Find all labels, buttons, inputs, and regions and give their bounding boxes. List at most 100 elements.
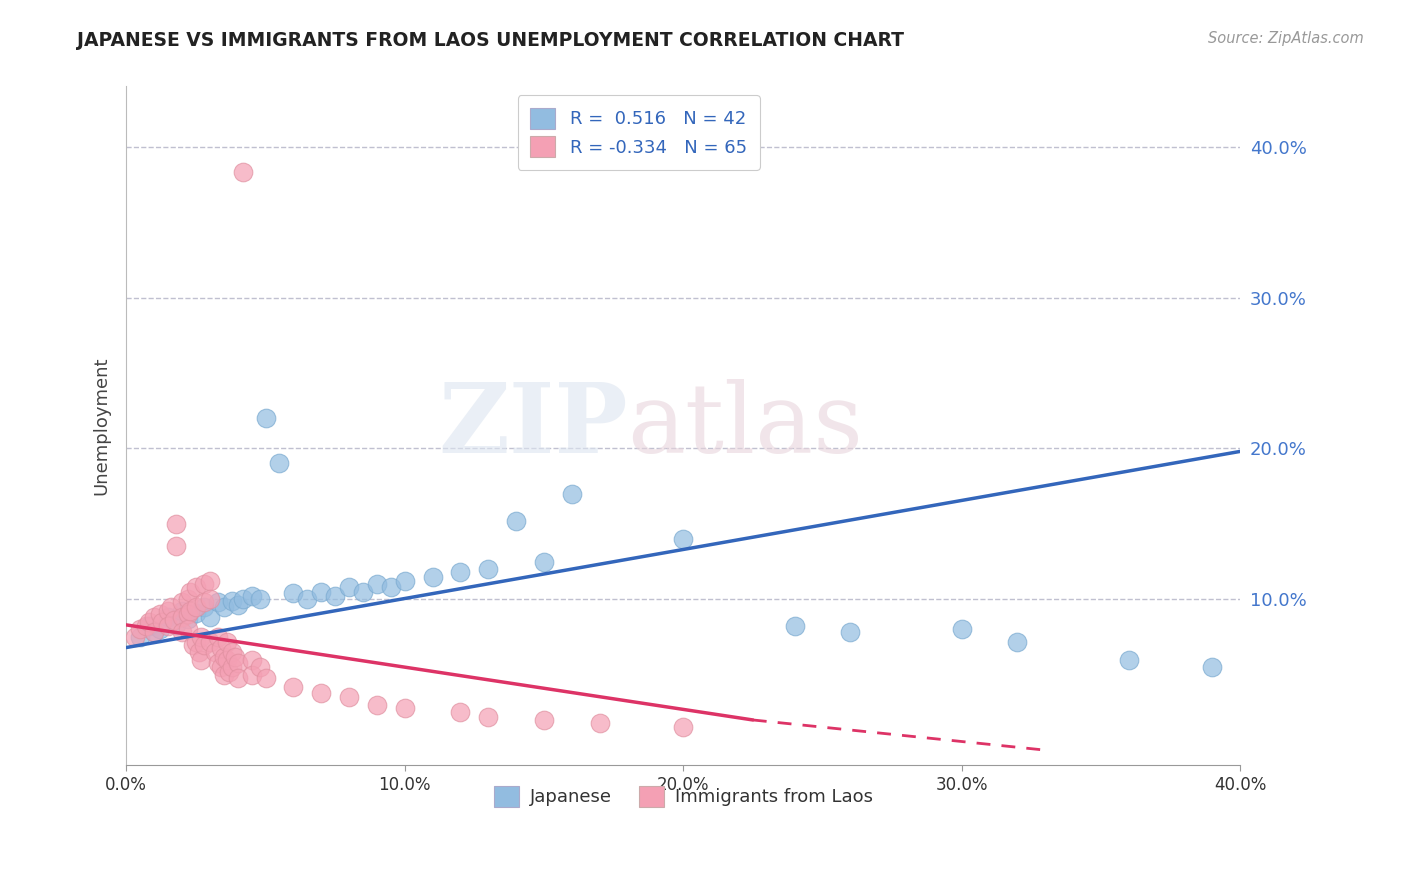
Point	[184, 599, 207, 614]
Point	[215, 652, 238, 666]
Point	[160, 599, 183, 614]
Point	[184, 580, 207, 594]
Text: Source: ZipAtlas.com: Source: ZipAtlas.com	[1208, 31, 1364, 46]
Point	[207, 630, 229, 644]
Point	[176, 607, 198, 622]
Point	[1201, 660, 1223, 674]
Point	[165, 618, 187, 632]
Point	[198, 592, 221, 607]
Point	[394, 701, 416, 715]
Point	[176, 592, 198, 607]
Point	[209, 660, 232, 674]
Point	[323, 589, 346, 603]
Point	[193, 577, 215, 591]
Point	[165, 516, 187, 531]
Point	[143, 610, 166, 624]
Point	[477, 562, 499, 576]
Point	[143, 625, 166, 640]
Point	[212, 667, 235, 681]
Point	[138, 619, 160, 633]
Point	[170, 625, 193, 640]
Point	[209, 640, 232, 655]
Point	[283, 680, 305, 694]
Y-axis label: Unemployment: Unemployment	[93, 357, 110, 495]
Point	[221, 594, 243, 608]
Point	[124, 630, 146, 644]
Point	[1007, 634, 1029, 648]
Point	[135, 619, 157, 633]
Text: ZIP: ZIP	[439, 379, 627, 473]
Point	[187, 645, 209, 659]
Point	[477, 710, 499, 724]
Point	[198, 610, 221, 624]
Point	[170, 604, 193, 618]
Point	[232, 165, 254, 179]
Point	[176, 623, 198, 637]
Legend: Japanese, Immigrants from Laos: Japanese, Immigrants from Laos	[486, 779, 880, 814]
Point	[221, 660, 243, 674]
Text: JAPANESE VS IMMIGRANTS FROM LAOS UNEMPLOYMENT CORRELATION CHART: JAPANESE VS IMMIGRANTS FROM LAOS UNEMPLO…	[77, 31, 904, 50]
Point	[337, 690, 360, 705]
Point	[449, 565, 471, 579]
Point	[422, 569, 444, 583]
Point	[181, 638, 204, 652]
Point	[198, 634, 221, 648]
Point	[950, 623, 973, 637]
Point	[352, 584, 374, 599]
Point	[176, 612, 198, 626]
Point	[249, 592, 271, 607]
Point	[212, 649, 235, 664]
Point	[179, 604, 201, 618]
Text: atlas: atlas	[627, 379, 863, 473]
Point	[226, 656, 249, 670]
Point	[533, 555, 555, 569]
Point	[337, 580, 360, 594]
Point	[184, 634, 207, 648]
Point	[380, 580, 402, 594]
Point	[190, 630, 212, 644]
Point	[224, 649, 246, 664]
Point	[226, 671, 249, 685]
Point	[672, 721, 695, 735]
Point	[366, 698, 388, 712]
Point	[149, 623, 172, 637]
Point	[672, 532, 695, 546]
Point	[269, 457, 291, 471]
Point	[165, 540, 187, 554]
Point	[221, 645, 243, 659]
Point	[215, 634, 238, 648]
Point	[129, 623, 152, 637]
Point	[212, 599, 235, 614]
Point	[162, 613, 184, 627]
Point	[254, 671, 277, 685]
Point	[449, 706, 471, 720]
Point	[179, 584, 201, 599]
Point	[170, 595, 193, 609]
Point	[283, 586, 305, 600]
Point	[184, 606, 207, 620]
Point	[394, 574, 416, 589]
Point	[193, 638, 215, 652]
Point	[138, 615, 160, 629]
Point	[152, 615, 174, 629]
Point	[193, 595, 215, 609]
Point	[232, 592, 254, 607]
Point	[204, 645, 226, 659]
Point	[198, 574, 221, 589]
Point	[839, 625, 862, 640]
Point	[588, 716, 610, 731]
Point	[297, 592, 319, 607]
Point	[249, 660, 271, 674]
Point	[190, 652, 212, 666]
Point	[240, 589, 263, 603]
Point	[207, 656, 229, 670]
Point	[157, 604, 180, 618]
Point	[783, 619, 806, 633]
Point	[143, 625, 166, 640]
Point	[309, 584, 332, 599]
Point	[149, 607, 172, 622]
Point	[254, 411, 277, 425]
Point	[309, 686, 332, 700]
Point	[193, 599, 215, 614]
Point	[366, 577, 388, 591]
